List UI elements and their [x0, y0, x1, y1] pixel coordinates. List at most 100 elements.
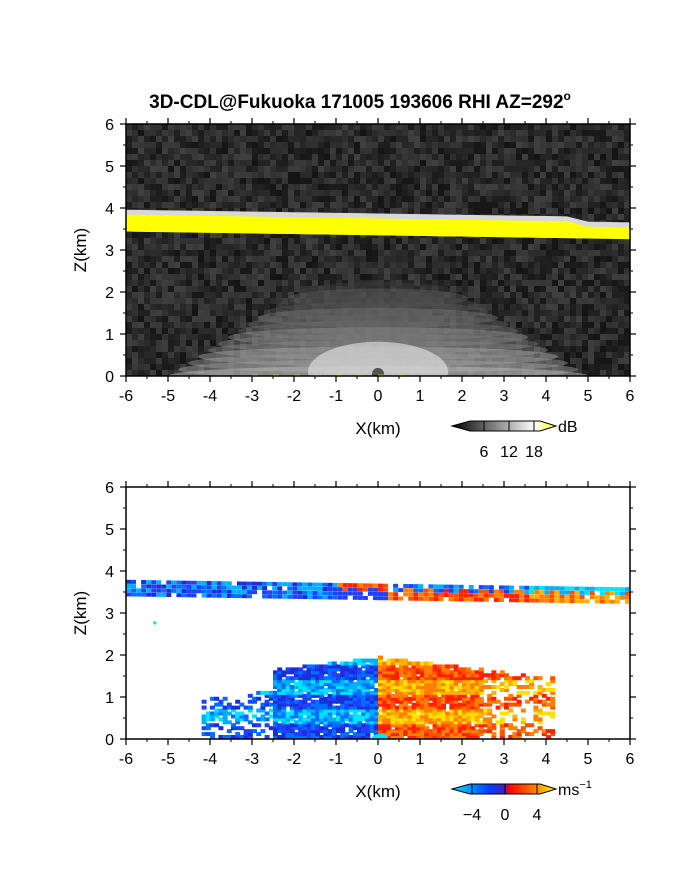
reflectivity-noise-cell: [402, 190, 408, 196]
reflectivity-noise-cell: [618, 238, 624, 244]
velocity-boundary-cell: [357, 726, 362, 731]
reflectivity-noise-cell: [528, 136, 534, 142]
velocity-boundary-cell: [415, 699, 421, 704]
velocity-boundary-cell: [289, 735, 295, 739]
reflectivity-noise-cell: [378, 322, 384, 328]
velocity-boundary-cell: [247, 729, 253, 734]
velocity-cloud-cell: [378, 587, 383, 592]
reflectivity-noise-cell: [294, 184, 300, 190]
reflectivity-noise-cell: [492, 244, 498, 250]
velocity-boundary-cell: [357, 693, 362, 698]
velocity-boundary-cell: [365, 705, 371, 710]
velocity-boundary-cell: [411, 670, 417, 675]
reflectivity-noise-cell: [198, 370, 204, 376]
reflectivity-noise-cell: [438, 322, 444, 328]
velocity-boundary-cell: [235, 720, 241, 725]
reflectivity-noise-cell: [450, 154, 456, 160]
reflectivity-noise-cell: [534, 298, 540, 304]
velocity-boundary-cell: [357, 717, 362, 722]
reflectivity-noise-cell: [336, 244, 342, 250]
velocity-boundary-cell: [407, 699, 413, 704]
reflectivity-noise-cell: [246, 334, 252, 340]
reflectivity-noise-cell: [126, 328, 132, 334]
reflectivity-noise-cell: [330, 274, 336, 280]
reflectivity-noise-cell: [348, 262, 354, 268]
velocity-cloud-cell: [408, 596, 414, 601]
reflectivity-noise-cell: [606, 334, 612, 340]
velocity-boundary-cell: [357, 702, 362, 707]
reflectivity-noise-cell: [354, 172, 360, 178]
reflectivity-noise-cell: [318, 154, 324, 160]
velocity-boundary-cell: [273, 702, 278, 707]
reflectivity-noise-cell: [384, 274, 390, 280]
reflectivity-noise-cell: [246, 262, 252, 268]
reflectivity-noise-cell: [582, 304, 588, 310]
velocity-boundary-cell: [306, 732, 312, 737]
reflectivity-noise-cell: [240, 256, 246, 262]
velocity-cloud-cell: [171, 588, 177, 593]
reflectivity-noise-cell: [522, 190, 528, 196]
reflectivity-noise-cell: [126, 232, 132, 238]
reflectivity-noise-cell: [450, 130, 456, 136]
reflectivity-noise-cell: [528, 172, 534, 178]
reflectivity-noise-cell: [204, 352, 210, 358]
reflectivity-noise-cell: [204, 250, 210, 256]
reflectivity-noise-cell: [492, 364, 498, 370]
reflectivity-noise-cell: [558, 340, 564, 346]
velocity-boundary-cell: [403, 676, 409, 681]
reflectivity-noise-cell: [426, 178, 432, 184]
reflectivity-noise-cell: [216, 286, 222, 292]
reflectivity-noise-cell: [216, 292, 222, 298]
reflectivity-noise-cell: [516, 124, 522, 130]
reflectivity-noise-cell: [510, 286, 516, 292]
reflectivity-noise-cell: [528, 370, 534, 376]
reflectivity-noise-cell: [480, 196, 486, 202]
reflectivity-noise-cell: [594, 292, 600, 298]
reflectivity-noise-cell: [252, 316, 258, 322]
velocity-boundary-cell: [357, 714, 362, 719]
velocity-boundary-cell: [399, 735, 404, 739]
reflectivity-noise-cell: [216, 310, 222, 316]
velocity-boundary-cell: [403, 723, 409, 728]
reflectivity-noise-cell: [156, 160, 162, 166]
velocity-boundary-cell: [382, 690, 388, 695]
velocity-boundary-cell: [235, 714, 241, 719]
velocity-boundary-cell: [277, 729, 283, 734]
reflectivity-noise-cell: [210, 238, 216, 244]
velocity-boundary-cell: [315, 717, 320, 722]
velocity-boundary-cell: [394, 673, 400, 678]
velocity-boundary-cell: [268, 693, 274, 698]
reflectivity-noise-cell: [552, 286, 558, 292]
reflectivity-noise-cell: [534, 184, 540, 190]
reflectivity-noise-cell: [528, 124, 534, 130]
velocity-boundary-cell: [369, 705, 375, 710]
reflectivity-noise-cell: [624, 328, 630, 334]
reflectivity-noise-cell: [228, 316, 234, 322]
reflectivity-noise-cell: [336, 298, 342, 304]
velocity-boundary-cell: [365, 726, 371, 731]
reflectivity-noise-cell: [276, 346, 282, 352]
reflectivity-noise-cell: [510, 160, 516, 166]
reflectivity-noise-cell: [264, 202, 270, 208]
velocity-cloud-cell: [337, 591, 343, 596]
reflectivity-noise-cell: [138, 202, 144, 208]
reflectivity-noise-cell: [144, 250, 150, 256]
reflectivity-noise-cell: [204, 280, 210, 286]
reflectivity-noise-cell: [492, 262, 498, 268]
velocity-boundary-cell: [331, 682, 337, 687]
reflectivity-noise-cell: [426, 136, 432, 142]
reflectivity-noise-cell: [192, 172, 198, 178]
velocity-boundary-cell: [407, 696, 413, 701]
velocity-cloud-cell: [549, 590, 555, 595]
velocity-cloud-cell: [246, 581, 252, 586]
velocity-cloud-cell: [181, 593, 187, 598]
reflectivity-noise-cell: [240, 196, 246, 202]
reflectivity-noise-cell: [420, 154, 426, 160]
reflectivity-noise-cell: [240, 352, 246, 358]
reflectivity-noise-cell: [252, 250, 258, 256]
reflectivity-noise-cell: [408, 184, 414, 190]
reflectivity-noise-cell: [186, 262, 192, 268]
reflectivity-y-tick-label: 3: [105, 243, 114, 260]
reflectivity-noise-cell: [222, 160, 228, 166]
reflectivity-noise-cell: [216, 304, 222, 310]
